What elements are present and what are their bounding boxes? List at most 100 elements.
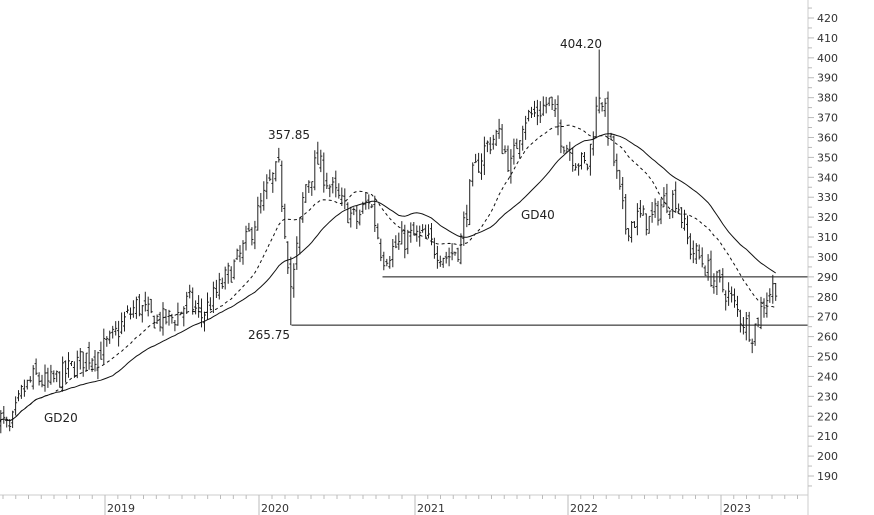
- ohlc-bar: [556, 95, 560, 136]
- ohlc-bar: [618, 169, 622, 190]
- y-tick-label: 420: [817, 12, 838, 25]
- ohlc-bar: [697, 244, 701, 260]
- ohlc-bar: [447, 247, 451, 267]
- ohlc-bar: [544, 96, 548, 114]
- ohlc-bar: [206, 292, 209, 321]
- y-tick-label: 340: [817, 171, 838, 184]
- ohlc-bar: [376, 223, 380, 240]
- y-tick-label: 240: [817, 370, 838, 383]
- ohlc-bar: [2, 406, 6, 424]
- ohlc-bar: [733, 288, 736, 308]
- ohlc-bar: [182, 306, 186, 327]
- ohlc-bar: [688, 233, 692, 260]
- ohlc-bar: [307, 180, 311, 194]
- ohlc-bar: [316, 141, 320, 165]
- ohlc-bar: [229, 266, 233, 283]
- ohlc-bar: [111, 325, 115, 339]
- ohlc-bar: [146, 296, 150, 317]
- ohlc-bar: [358, 209, 362, 226]
- ohlc-bar: [108, 330, 112, 344]
- ohlc-bar: [346, 202, 350, 224]
- y-tick-label: 350: [817, 151, 838, 164]
- x-tick-label: 2021: [417, 502, 445, 515]
- ohlc-bar: [477, 152, 481, 173]
- ohlc-bar: [81, 351, 85, 377]
- ohlc-bar: [400, 221, 404, 245]
- y-tick-label: 390: [817, 72, 838, 85]
- ohlc-bar: [143, 291, 147, 312]
- y-tick-label: 270: [817, 311, 838, 324]
- ohlc-bar: [43, 364, 47, 392]
- y-tick-label: 230: [817, 390, 838, 403]
- ohlc-bar: [494, 129, 498, 146]
- ohlc-bar: [253, 220, 257, 250]
- ohlc-bar: [158, 311, 162, 332]
- ohlc-bar: [424, 224, 428, 238]
- ohlc-bar: [530, 106, 533, 118]
- ohlc-bar: [694, 243, 698, 264]
- ohlc-bar: [211, 281, 215, 313]
- ohlc-bar: [527, 109, 531, 122]
- ohlc-bar: [715, 270, 719, 296]
- ohlc-bar: [535, 99, 539, 126]
- ohlc-bar: [55, 370, 59, 383]
- ohlc-bar: [683, 209, 686, 231]
- ohlc-bar: [28, 376, 32, 383]
- ohlc-bar: [370, 204, 374, 209]
- ohlc-bar: [500, 124, 504, 155]
- ohlc-bar: [736, 295, 739, 317]
- ohlc-bar: [161, 302, 165, 336]
- ohlc-bar: [265, 174, 269, 200]
- ohlc-bar: [480, 153, 483, 180]
- ohlc-bar: [450, 243, 454, 261]
- ohlc-bar: [721, 268, 725, 293]
- ohlc-bar: [547, 97, 551, 107]
- y-tick-label: 280: [817, 291, 838, 304]
- ma-line-gd20: [0, 124, 776, 423]
- ohlc-bar: [262, 181, 266, 211]
- ohlc-bar: [638, 200, 642, 218]
- x-tick-label: 2022: [570, 502, 598, 515]
- ohlc-bar: [606, 91, 610, 146]
- ohlc-bar: [600, 102, 604, 112]
- ohlc-bar: [385, 258, 389, 267]
- ohlc-bar: [647, 215, 651, 234]
- ohlc-bar: [259, 193, 263, 214]
- ohlc-bar: [241, 240, 245, 265]
- ohlc-bar: [650, 201, 654, 223]
- ohlc-bar: [328, 184, 332, 198]
- x-tick-label: 2023: [723, 502, 751, 515]
- ohlc-bar: [40, 374, 44, 388]
- ohlc-bar: [34, 358, 38, 375]
- ohlc-bar: [155, 314, 159, 325]
- y-tick-label: 360: [817, 131, 838, 144]
- ohlc-bar: [72, 361, 76, 378]
- ohlc-bar: [19, 384, 23, 399]
- ohlc-bar: [313, 150, 317, 191]
- ohlc-bar: [87, 341, 91, 370]
- ohlc-bar: [322, 152, 326, 193]
- ohlc-bar: [762, 298, 766, 318]
- ohlc-bar: [78, 348, 82, 370]
- ohlc-bar: [488, 137, 492, 155]
- ohlc-bar: [541, 96, 545, 116]
- ohlc-bar: [120, 312, 124, 335]
- ohlc-bar: [421, 224, 425, 233]
- ohlc-bar: [512, 138, 516, 165]
- y-tick-label: 200: [817, 450, 838, 463]
- ohlc-bar: [319, 149, 323, 173]
- ohlc-bar: [37, 372, 41, 386]
- ohlc-bar: [730, 286, 734, 303]
- ohlc-bar: [509, 149, 513, 184]
- ohlc-bar: [301, 192, 305, 223]
- ohlc-bar: [67, 352, 70, 378]
- ohlc-bar: [70, 361, 73, 367]
- ohlc-bar: [577, 163, 581, 176]
- ohlc-bar: [759, 296, 763, 330]
- ohlc-bar: [226, 262, 230, 284]
- ohlc-bar: [585, 163, 589, 171]
- ohlc-bar: [191, 287, 195, 315]
- ohlc-bar: [503, 145, 507, 154]
- ohlc-bar: [352, 207, 356, 216]
- ohlc-bar: [223, 266, 227, 290]
